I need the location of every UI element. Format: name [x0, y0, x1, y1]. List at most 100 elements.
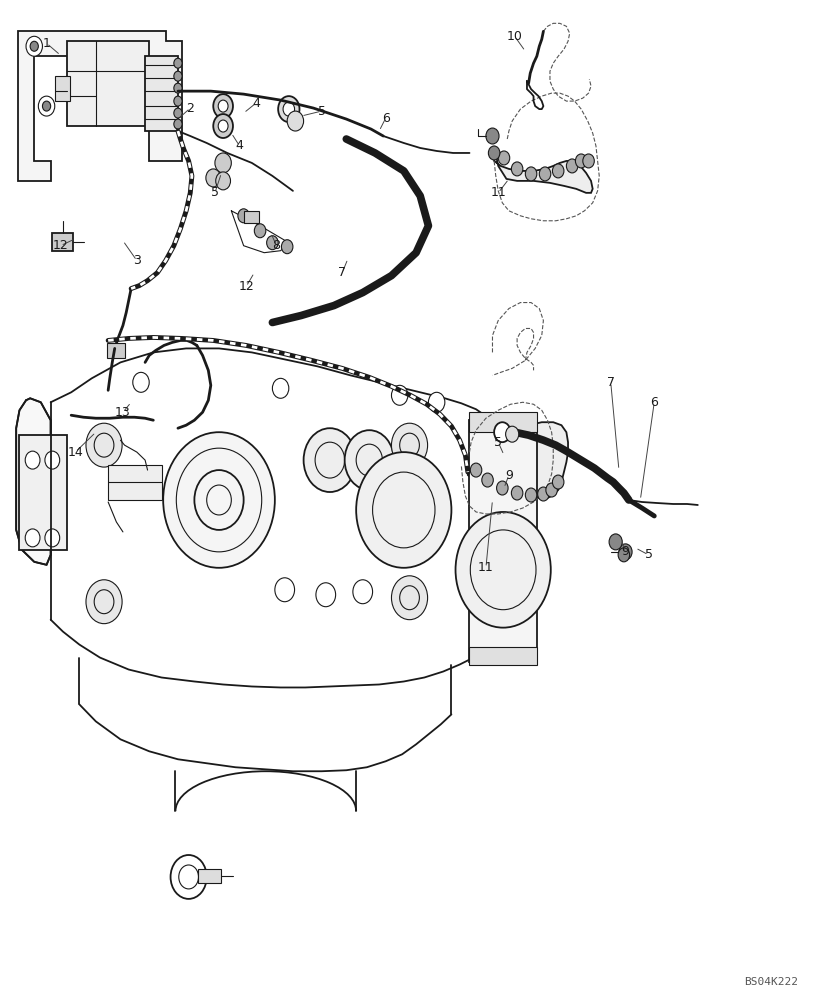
Circle shape	[486, 128, 499, 144]
Circle shape	[618, 548, 630, 562]
Circle shape	[566, 159, 578, 173]
Circle shape	[471, 463, 482, 477]
Circle shape	[619, 544, 632, 560]
Circle shape	[206, 169, 221, 187]
Circle shape	[512, 162, 523, 176]
Polygon shape	[468, 422, 568, 498]
Circle shape	[174, 96, 182, 106]
Bar	[20, 435, 67, 550]
Circle shape	[174, 119, 182, 129]
Circle shape	[39, 96, 54, 116]
Circle shape	[273, 378, 289, 398]
Circle shape	[218, 120, 228, 132]
Text: 11: 11	[478, 561, 494, 574]
Text: 12: 12	[53, 239, 68, 252]
Text: 9: 9	[505, 469, 513, 482]
Circle shape	[609, 534, 622, 550]
Circle shape	[506, 426, 519, 442]
Circle shape	[344, 430, 394, 490]
Circle shape	[174, 108, 182, 118]
Circle shape	[497, 481, 508, 495]
Circle shape	[288, 111, 303, 131]
Bar	[199, 869, 222, 883]
Circle shape	[545, 483, 557, 497]
Circle shape	[26, 451, 40, 469]
Circle shape	[216, 172, 231, 190]
Circle shape	[174, 83, 182, 93]
Circle shape	[163, 432, 275, 568]
Circle shape	[303, 428, 356, 492]
Text: 8: 8	[273, 239, 280, 252]
Text: 5: 5	[494, 436, 503, 449]
Circle shape	[552, 475, 564, 489]
Text: 3: 3	[133, 254, 141, 267]
Text: BS04K222: BS04K222	[744, 977, 798, 987]
Circle shape	[526, 488, 536, 502]
Circle shape	[26, 36, 43, 56]
Polygon shape	[494, 146, 592, 193]
Text: 14: 14	[68, 446, 83, 459]
Circle shape	[218, 100, 228, 112]
Circle shape	[238, 209, 250, 223]
Circle shape	[583, 154, 594, 168]
Circle shape	[255, 224, 266, 238]
Polygon shape	[16, 398, 50, 565]
Circle shape	[215, 153, 232, 173]
Circle shape	[537, 487, 549, 501]
Circle shape	[482, 473, 494, 487]
Text: 5: 5	[644, 548, 653, 561]
Bar	[245, 211, 260, 223]
Bar	[145, 56, 178, 131]
Circle shape	[494, 422, 511, 442]
Bar	[470, 420, 536, 662]
Bar	[108, 465, 162, 500]
Circle shape	[539, 167, 550, 181]
Bar	[67, 41, 149, 126]
Circle shape	[43, 101, 50, 111]
Text: 5: 5	[211, 186, 219, 199]
Text: 2: 2	[186, 102, 194, 115]
Circle shape	[45, 451, 59, 469]
Circle shape	[86, 580, 122, 624]
Circle shape	[552, 164, 564, 178]
Circle shape	[316, 583, 335, 607]
Circle shape	[575, 154, 587, 168]
Circle shape	[353, 580, 372, 604]
Circle shape	[171, 855, 207, 899]
Polygon shape	[18, 31, 182, 181]
Circle shape	[489, 146, 500, 160]
Circle shape	[45, 529, 59, 547]
Circle shape	[275, 578, 294, 602]
Circle shape	[283, 102, 294, 116]
Bar	[52, 233, 73, 251]
Circle shape	[30, 41, 39, 51]
Circle shape	[356, 452, 452, 568]
Circle shape	[174, 71, 182, 81]
Text: 13: 13	[115, 406, 131, 419]
Text: 11: 11	[490, 186, 506, 199]
Circle shape	[499, 151, 510, 165]
Text: 4: 4	[252, 97, 260, 110]
Text: 4: 4	[236, 139, 243, 152]
Bar	[470, 647, 536, 665]
Circle shape	[133, 372, 149, 392]
Circle shape	[526, 167, 536, 181]
Text: 10: 10	[507, 30, 522, 43]
Circle shape	[26, 529, 40, 547]
Circle shape	[456, 512, 550, 628]
Text: 12: 12	[238, 280, 254, 293]
Circle shape	[282, 240, 293, 254]
Circle shape	[213, 114, 233, 138]
Circle shape	[391, 385, 408, 405]
Text: 6: 6	[650, 396, 658, 409]
Text: 7: 7	[338, 266, 346, 279]
Circle shape	[391, 576, 428, 620]
Bar	[54, 76, 69, 101]
Circle shape	[279, 96, 299, 122]
Circle shape	[86, 423, 122, 467]
Circle shape	[391, 423, 428, 467]
Circle shape	[174, 58, 182, 68]
Text: 1: 1	[43, 37, 50, 50]
Text: 5: 5	[318, 105, 325, 118]
Bar	[106, 343, 124, 358]
